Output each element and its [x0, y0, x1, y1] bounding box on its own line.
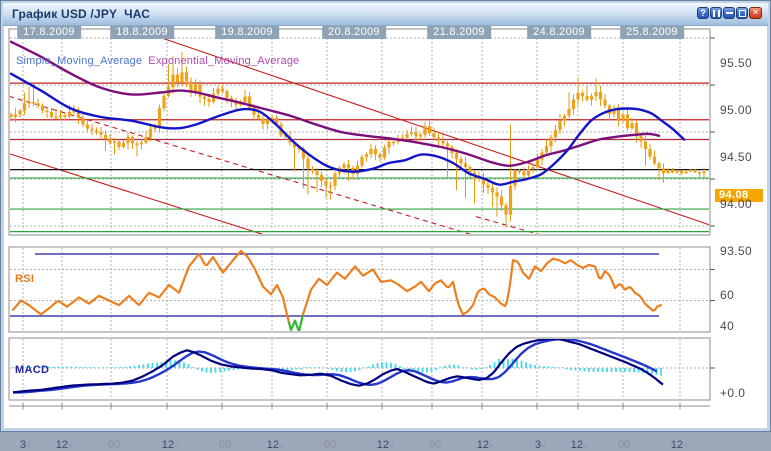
current-price-badge: 94.08 [715, 189, 763, 203]
maximize-icon [738, 9, 746, 17]
chart-content: Simple_Moving_Average Exponential_Moving_… [4, 26, 767, 451]
macd-line [12, 339, 664, 394]
time-label: 12ч [570, 439, 588, 451]
help-button[interactable]: ? [697, 7, 709, 19]
title-bar: График USD /JPY ЧАС ? ✕ [3, 3, 768, 26]
time-label: 12ч [376, 439, 394, 451]
date-badge: 25.8.2009 [620, 26, 684, 39]
time-label: 12ч [161, 439, 179, 451]
date-badge: 18.8.2009 [110, 26, 174, 39]
price-axis-label: 93.50 [720, 244, 753, 258]
macd-pane-label: MACD [15, 364, 50, 376]
pause-button[interactable] [710, 7, 722, 19]
price-axis-label: 94.00 [720, 197, 753, 211]
minimize-button[interactable] [723, 7, 735, 19]
close-button[interactable]: ✕ [749, 7, 762, 19]
rsi-pane-label: RSI [15, 273, 35, 285]
macd-axis-label: +0.0 [720, 386, 746, 400]
date-badge: 21.8.2009 [427, 26, 491, 39]
window-buttons: ? ✕ [697, 7, 762, 19]
price-axis-label: 95.00 [720, 103, 753, 117]
time-label: 00 [218, 439, 232, 451]
macd-plot [10, 339, 709, 399]
price-axis-label: 94.50 [720, 150, 753, 164]
time-label: 3ч [534, 439, 546, 451]
ema-line [10, 40, 661, 168]
time-label: 00 [107, 439, 121, 451]
ema-legend-label: Exponential_Moving_Average [148, 55, 300, 67]
rsi-axis-label: 40 [720, 318, 735, 333]
panel-border-1 [8, 246, 711, 333]
time-label: 00 [617, 439, 631, 451]
time-label: 3ч [19, 439, 31, 451]
indicator-legend: Simple_Moving_Average Exponential_Moving_… [16, 55, 299, 67]
minimize-icon [725, 12, 733, 14]
price-axis-label: 95.50 [720, 56, 753, 70]
date-badge: 17.8.2009 [17, 26, 81, 39]
time-label: 12ч [476, 439, 494, 451]
window-title: График USD /JPY ЧАС [12, 7, 151, 21]
chart-canvas[interactable] [4, 26, 767, 428]
date-badge: 19.8.2009 [215, 26, 279, 39]
rsi-axis-label: 60 [720, 287, 735, 302]
time-label: 12ч [670, 439, 688, 451]
time-label: 00 [428, 439, 442, 451]
sma-line [10, 72, 686, 186]
pause-icon [712, 9, 720, 17]
date-badge: 20.8.2009 [322, 26, 386, 39]
time-label: 12ч [55, 439, 73, 451]
rsi-plot [10, 248, 709, 331]
time-label: 12ч [266, 439, 284, 451]
date-badge: 24.8.2009 [527, 26, 591, 39]
maximize-button[interactable] [736, 7, 748, 19]
time-label: 00 [323, 439, 337, 451]
sma-legend-label: Simple_Moving_Average [16, 55, 143, 67]
